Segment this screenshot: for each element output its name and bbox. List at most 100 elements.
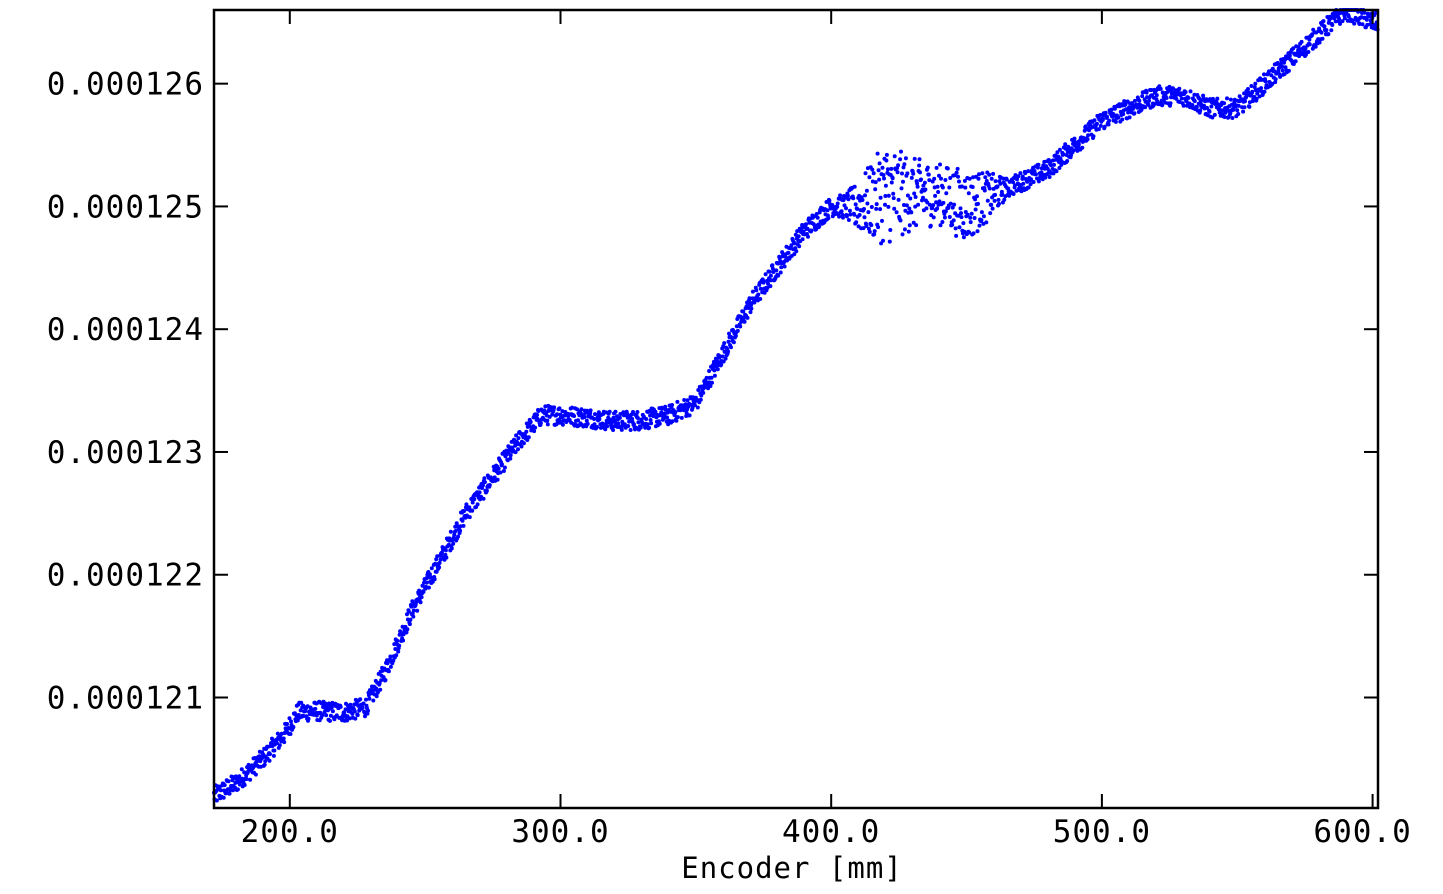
data-point — [298, 708, 303, 713]
data-point — [1364, 17, 1369, 22]
data-point — [835, 204, 840, 209]
data-point — [721, 359, 726, 364]
data-point — [482, 476, 487, 481]
data-point — [789, 243, 794, 248]
data-point — [756, 292, 761, 297]
data-point — [433, 561, 438, 566]
data-point — [543, 404, 548, 409]
data-point — [848, 212, 853, 217]
data-point — [592, 417, 597, 421]
data-point — [993, 192, 998, 197]
data-point — [975, 194, 979, 199]
data-point — [984, 220, 989, 225]
data-point — [734, 324, 739, 329]
data-point — [1106, 122, 1111, 127]
data-point — [913, 195, 918, 199]
data-point — [582, 415, 587, 420]
data-point — [451, 541, 456, 546]
data-point — [263, 759, 268, 764]
data-point — [887, 239, 892, 244]
x-tick-label: 300.0 — [511, 814, 609, 850]
data-point — [985, 198, 990, 203]
data-point — [752, 300, 757, 305]
data-point — [896, 163, 901, 168]
data-point — [235, 787, 240, 792]
data-point — [647, 425, 652, 430]
data-point — [1059, 162, 1064, 167]
data-point — [1262, 72, 1266, 77]
data-point — [1275, 61, 1280, 65]
data-point — [1273, 77, 1278, 82]
data-point — [806, 234, 810, 239]
data-point — [837, 214, 842, 219]
data-point — [962, 178, 967, 183]
data-point — [938, 223, 943, 228]
data-point — [1263, 79, 1268, 84]
data-point — [1091, 134, 1096, 139]
data-point — [905, 193, 910, 198]
y-tick-label: 0.000121 — [47, 681, 204, 717]
data-point — [395, 638, 400, 643]
data-point — [244, 777, 249, 781]
data-point — [1164, 96, 1169, 100]
data-point — [778, 270, 783, 275]
data-point — [1013, 173, 1018, 178]
data-point — [1140, 94, 1145, 99]
data-point — [1236, 103, 1241, 108]
data-point — [585, 421, 590, 426]
data-point — [712, 373, 717, 378]
data-point — [299, 700, 304, 705]
data-point — [502, 465, 507, 470]
data-point — [1144, 90, 1149, 95]
data-point — [237, 774, 242, 779]
data-point — [980, 171, 985, 176]
data-point — [921, 195, 925, 200]
data-point — [692, 403, 697, 408]
data-point — [550, 412, 555, 417]
data-point — [919, 177, 923, 182]
data-point — [931, 215, 936, 220]
data-point — [1190, 103, 1195, 107]
data-point — [1198, 108, 1203, 113]
data-point — [1306, 50, 1311, 54]
data-point — [1340, 19, 1345, 24]
data-point — [611, 428, 616, 432]
data-point — [1028, 182, 1033, 187]
data-point — [1280, 68, 1285, 73]
data-point — [932, 176, 937, 181]
data-point — [1011, 180, 1016, 185]
data-point — [274, 741, 279, 746]
data-point — [330, 709, 335, 714]
data-point — [950, 222, 955, 227]
data-point — [890, 176, 895, 181]
data-point — [348, 702, 353, 707]
data-point — [1255, 91, 1260, 96]
data-point — [1303, 46, 1308, 51]
data-point — [926, 172, 931, 177]
data-point — [1080, 145, 1085, 150]
data-point — [418, 600, 423, 605]
data-point — [889, 180, 894, 185]
data-point — [649, 421, 654, 426]
data-point — [1184, 99, 1189, 104]
data-point — [648, 418, 653, 422]
data-point — [1337, 16, 1342, 21]
data-point — [406, 609, 411, 614]
data-point — [1103, 110, 1108, 115]
data-point — [905, 171, 910, 176]
data-point — [951, 218, 956, 223]
data-point — [1006, 186, 1011, 191]
data-point — [1329, 28, 1334, 33]
data-point — [954, 233, 959, 238]
data-point — [1086, 133, 1091, 138]
data-point — [1034, 172, 1038, 177]
data-point — [958, 206, 963, 211]
data-point — [682, 398, 687, 402]
data-point — [900, 171, 904, 176]
data-point — [987, 186, 992, 191]
data-point — [1061, 152, 1066, 157]
data-point — [1143, 105, 1148, 110]
data-point — [937, 173, 941, 178]
data-point — [922, 180, 927, 185]
data-point — [495, 477, 500, 482]
